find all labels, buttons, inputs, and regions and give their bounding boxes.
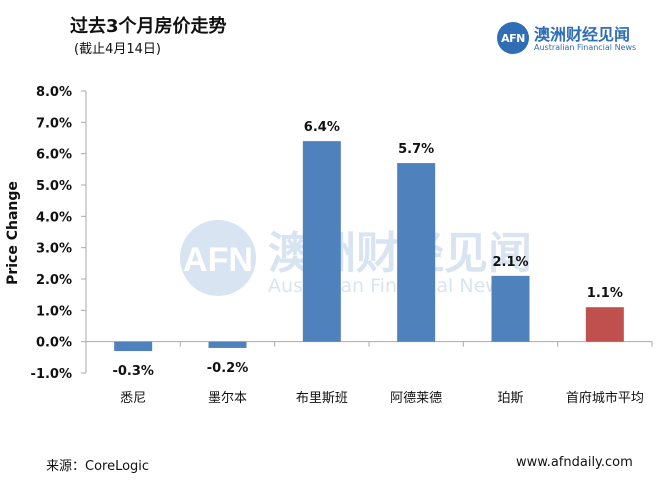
- y-tick-label: 6.0%: [36, 148, 72, 163]
- bar-6: [585, 307, 624, 342]
- bar-value-label: -0.2%: [207, 361, 248, 376]
- bar-1: [114, 341, 153, 352]
- category-label: 珀斯: [497, 391, 523, 406]
- watermark: AFN 澳洲财经见闻 Australian Financial News: [180, 220, 532, 297]
- y-tick-label: 7.0%: [36, 116, 72, 131]
- watermark-circle: [180, 220, 256, 296]
- bar-value-label: 1.1%: [587, 286, 623, 301]
- y-tick-label: 3.0%: [36, 242, 72, 257]
- afn-logo-icon: AFN: [497, 22, 529, 54]
- category-label: 首府城市平均: [566, 390, 644, 406]
- bar-value-label: 6.4%: [304, 120, 340, 135]
- afn-logo: AFN 澳洲财经见闻 Australian Financial News: [497, 22, 657, 58]
- y-tick-label: 4.0%: [36, 210, 72, 225]
- y-tick-label: 2.0%: [36, 273, 72, 288]
- site-url: www.afndaily.com: [516, 455, 633, 470]
- y-tick-label: 8.0%: [36, 85, 72, 100]
- logo-name-cn: 澳洲财经见闻: [534, 25, 631, 44]
- bar-value-label: 2.1%: [492, 255, 528, 270]
- y-tick-label: 0.0%: [36, 336, 72, 351]
- source-note: 来源：CoreLogic: [46, 459, 150, 474]
- y-tick-label: -1.0%: [31, 367, 72, 382]
- bar-4: [397, 163, 436, 342]
- chart-title: 过去3个月房价走势: [70, 16, 227, 37]
- category-label: 布里斯班: [296, 391, 348, 406]
- bar-2: [208, 341, 247, 348]
- watermark-mark: AFN: [183, 241, 253, 279]
- y-tick-label: 5.0%: [36, 179, 72, 194]
- bar-value-label: -0.3%: [112, 364, 153, 379]
- category-label: 墨尔本: [208, 391, 247, 406]
- bar-value-label: 5.7%: [398, 142, 434, 157]
- y-tick-label: 1.0%: [36, 304, 72, 319]
- logo-name-en: Australian Financial News: [534, 43, 637, 52]
- y-axis-label: Price Change: [5, 181, 21, 285]
- bar-3: [302, 141, 341, 342]
- category-label: 悉尼: [120, 391, 146, 406]
- bar-5: [491, 275, 530, 342]
- category-label: 阿德莱德: [390, 391, 442, 406]
- chart-subtitle: (截止4月14日): [74, 42, 161, 57]
